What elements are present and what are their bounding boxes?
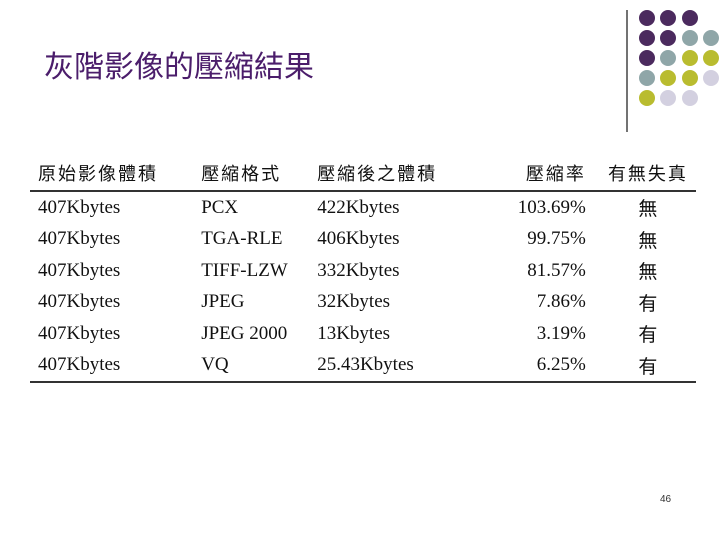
table-cell: 無	[638, 261, 658, 284]
table-cell: 3.19%	[536, 322, 586, 344]
column-header: 壓縮率	[468, 156, 600, 192]
table-cell: 407Kbytes	[38, 228, 121, 250]
column-header: 壓縮格式	[193, 156, 310, 192]
table-row: 407Kbytes TGA-RLE 406Kbytes 99.75% 無	[30, 224, 696, 256]
table-row: 407Kbytes JPEG 32Kbytes 7.86% 有	[30, 287, 696, 319]
table-cell: PCX	[201, 196, 239, 218]
table: 原始影像體積 壓縮格式 壓縮後之體積 壓縮率 有無失真 407Kbytes PCX 422K…	[30, 156, 696, 383]
decoration	[626, 10, 719, 132]
table-cell: TGA-RLE	[201, 228, 283, 250]
table-cell: 407Kbytes	[38, 291, 121, 313]
table-cell: 有	[599, 349, 696, 383]
table-cell: 407Kbytes	[38, 259, 121, 281]
table-cell: 406Kbytes	[317, 228, 400, 250]
table-cell: 99.75%	[527, 228, 586, 250]
column-header: 有無失真	[599, 156, 696, 192]
table-cell: 有	[638, 292, 658, 315]
table-cell: JPEG 2000	[201, 322, 288, 344]
table-cell: 無	[638, 229, 658, 252]
column-header: 壓縮後之體積	[309, 156, 469, 192]
column-header: 原始影像體積	[30, 156, 194, 192]
table-row: 407Kbytes PCX 422Kbytes 103.69% 無	[30, 191, 696, 224]
table-cell: 81.57%	[527, 259, 586, 281]
table-cell: TIFF-LZW	[201, 259, 288, 281]
table-cell: 422Kbytes	[317, 196, 400, 218]
table-cell: 407Kbytes	[30, 349, 194, 383]
table-row: 407Kbytes TIFF-LZW 332Kbytes 81.57% 無	[30, 255, 696, 287]
dot-grid	[639, 10, 719, 106]
table-row: 407Kbytes VQ 25.43Kbytes 6.25% 有	[30, 349, 696, 383]
table-cell: 6.25%	[468, 349, 600, 383]
table-cell: 無	[638, 198, 658, 221]
page-number: 46	[660, 494, 672, 505]
table-cell: 13Kbytes	[317, 322, 391, 344]
table-cell: 25.43Kbytes	[309, 349, 469, 383]
table-cell: 32Kbytes	[317, 291, 391, 313]
table-cell: 332Kbytes	[317, 259, 400, 281]
table-cell: 407Kbytes	[38, 196, 121, 218]
table-cell: 7.86%	[536, 291, 586, 313]
table-cell: 407Kbytes	[38, 322, 121, 344]
table-cell: 103.69%	[517, 196, 586, 218]
header-row: 原始影像體積 壓縮格式 壓縮後之體積 壓縮率 有無失真	[30, 156, 696, 192]
table-cell: JPEG	[201, 291, 245, 313]
table-body: 407Kbytes PCX 422Kbytes 103.69% 無 407Kbytes TG…	[30, 191, 696, 383]
table-cell: 有	[638, 324, 658, 347]
table-row: 407Kbytes JPEG 2000 13Kbytes 3.19% 有	[30, 318, 696, 350]
table-cell: VQ	[193, 349, 310, 383]
title: 灰階影像的壓縮結果	[44, 50, 314, 85]
